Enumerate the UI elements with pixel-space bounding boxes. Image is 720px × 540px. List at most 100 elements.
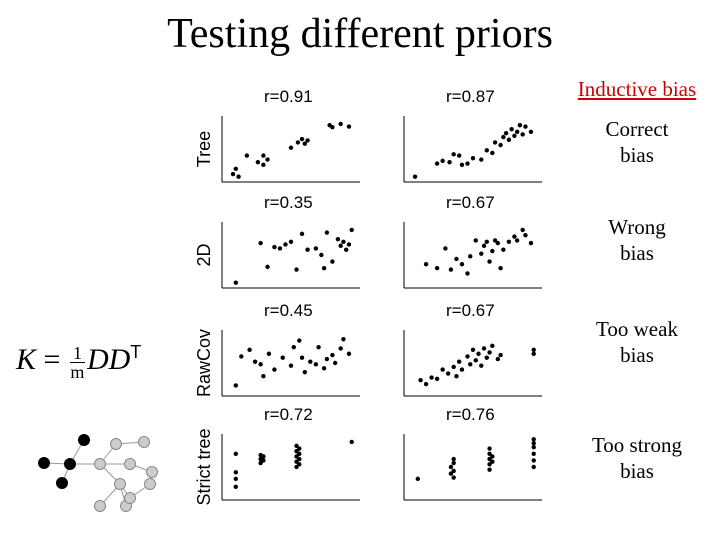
- data-point: [506, 239, 512, 244]
- data-point: [321, 266, 327, 271]
- data-point: [272, 244, 277, 250]
- data-point: [531, 441, 536, 446]
- data-point: [473, 358, 478, 363]
- formula-superscript: T: [130, 342, 142, 362]
- data-point: [498, 142, 503, 148]
- data-point: [313, 246, 319, 251]
- data-point: [487, 446, 492, 451]
- scatter-panel: r=0.35: [221, 193, 360, 289]
- data-point: [481, 243, 487, 248]
- data-point: [506, 137, 512, 142]
- tree-node-latent: [124, 492, 136, 504]
- data-point: [514, 238, 520, 243]
- data-point: [233, 166, 238, 171]
- data-point: [498, 266, 503, 271]
- correlation-label: r=0.91: [264, 87, 313, 106]
- data-point: [490, 343, 495, 349]
- correlation-label: r=0.72: [264, 405, 313, 424]
- data-point: [258, 362, 263, 367]
- data-point: [520, 132, 525, 137]
- data-point: [523, 124, 528, 129]
- data-point: [465, 161, 470, 166]
- data-point: [487, 467, 492, 472]
- data-point: [531, 445, 536, 450]
- data-point: [415, 476, 420, 482]
- formula-numerator: 1: [69, 344, 85, 363]
- scatter-panel: r=0.67: [403, 193, 542, 289]
- formula-denominator: m: [70, 361, 85, 382]
- data-point: [297, 451, 302, 456]
- formula-fraction: 1 m: [69, 344, 85, 382]
- bias-label-line: Wrong: [608, 215, 666, 239]
- data-point: [434, 376, 440, 382]
- data-point: [258, 240, 263, 246]
- bias-label-correct: Correct bias: [572, 116, 702, 168]
- data-point: [509, 127, 514, 132]
- data-point: [233, 451, 238, 456]
- data-point: [451, 468, 456, 474]
- data-point: [294, 448, 299, 454]
- bias-label-too-strong: Too strong bias: [572, 432, 702, 484]
- bias-label-line: bias: [620, 343, 654, 367]
- data-point: [484, 239, 489, 244]
- data-point: [299, 231, 305, 237]
- data-point: [495, 240, 501, 246]
- data-point: [459, 262, 465, 267]
- data-point: [332, 360, 338, 366]
- correlation-label: r=0.67: [446, 301, 495, 320]
- data-point: [448, 471, 454, 476]
- data-point: [465, 271, 470, 276]
- data-point: [451, 460, 456, 466]
- tree-node-latent: [146, 466, 158, 478]
- tree-node-latent: [138, 436, 150, 448]
- tree-node-observed: [64, 458, 76, 470]
- data-point: [479, 251, 484, 256]
- data-point: [291, 344, 296, 350]
- data-point: [473, 238, 478, 243]
- scatter-panel: r=0.45: [221, 301, 360, 397]
- data-point: [330, 259, 335, 264]
- data-point: [261, 162, 266, 168]
- scatter-panel: r=0.91: [221, 87, 360, 183]
- data-point: [512, 133, 517, 138]
- data-point: [283, 242, 288, 247]
- data-point: [454, 374, 459, 379]
- data-point: [528, 129, 534, 135]
- tree-diagram: [38, 434, 158, 512]
- data-point: [440, 367, 445, 372]
- data-point: [258, 460, 263, 466]
- data-point: [531, 351, 536, 356]
- data-point: [346, 242, 352, 247]
- data-point: [233, 280, 238, 285]
- data-point: [346, 351, 352, 356]
- row-label: RawCov: [194, 329, 214, 397]
- data-point: [451, 456, 456, 462]
- data-point: [457, 359, 462, 364]
- scatter-panel: r=0.76: [403, 405, 542, 501]
- data-point: [470, 156, 476, 161]
- data-point: [349, 439, 354, 445]
- data-point: [459, 162, 465, 168]
- correlation-label: r=0.35: [264, 193, 313, 212]
- covariance-formula: K = 1 m DDT: [16, 342, 141, 381]
- data-point: [440, 158, 445, 164]
- data-point: [341, 337, 346, 342]
- formula-equals: =: [43, 343, 61, 376]
- data-point: [265, 264, 270, 270]
- correlation-label: r=0.67: [446, 193, 495, 212]
- row-label: 2D: [194, 243, 214, 266]
- data-point: [302, 370, 307, 375]
- correlation-label: r=0.45: [264, 301, 313, 320]
- data-point: [338, 346, 343, 351]
- data-point: [261, 374, 266, 379]
- scatter-panel: r=0.87: [403, 87, 542, 183]
- slide-title: Testing different priors: [167, 11, 553, 57]
- data-point: [531, 464, 536, 470]
- data-point: [501, 134, 506, 140]
- tree-node-latent: [124, 458, 136, 470]
- bias-label-line: Too strong: [591, 433, 683, 457]
- data-point: [465, 354, 470, 359]
- tree-node-latent: [144, 478, 156, 490]
- formula-rhs: DD: [86, 343, 131, 376]
- data-point: [520, 227, 525, 233]
